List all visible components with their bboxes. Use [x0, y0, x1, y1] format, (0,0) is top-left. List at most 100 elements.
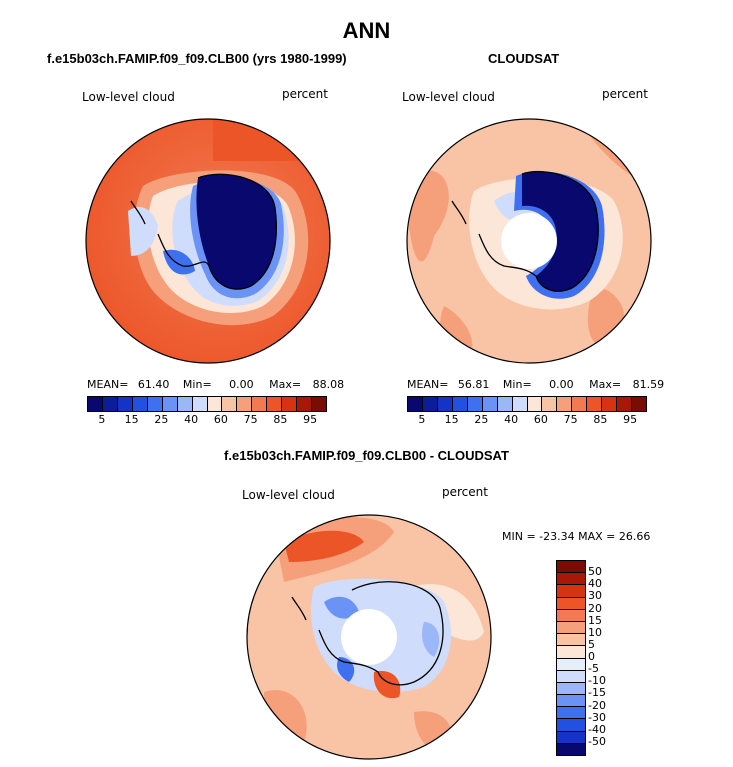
panel2-title: CLOUDSAT	[488, 51, 560, 66]
panel3-units-label: percent	[442, 485, 488, 499]
colorbar-tick-label: 95	[623, 413, 638, 426]
colorbar-swatch	[617, 397, 633, 411]
panel3-map	[246, 514, 492, 760]
colorbar-swatch	[557, 646, 585, 659]
panel2-min-value: 0.00	[549, 378, 574, 391]
colorbar-swatch	[557, 573, 585, 586]
colorbar-tick-label: 40	[588, 577, 602, 591]
colorbar-swatch	[512, 397, 528, 411]
colorbar-tick-label: 75	[563, 413, 578, 426]
colorbar-tick-label: 25	[154, 413, 169, 426]
panel2-map	[406, 118, 652, 364]
panel3-variable-label: Low-level cloud	[242, 488, 335, 502]
colorbar-swatch	[557, 707, 585, 720]
colorbar-tick-label: 75	[243, 413, 258, 426]
colorbar-swatch	[482, 397, 498, 411]
panel2-colorbar	[407, 396, 647, 412]
colorbar-swatch	[177, 397, 193, 411]
colorbar-swatch	[557, 561, 585, 574]
colorbar-tick-label: 25	[474, 413, 489, 426]
colorbar-swatch	[237, 397, 253, 411]
colorbar-swatch	[557, 743, 585, 755]
colorbar-swatch	[587, 397, 603, 411]
colorbar-tick-label: 60	[213, 413, 228, 426]
panel1-stats: MEAN= 61.40 Min= 0.00 Max= 88.08	[87, 378, 344, 391]
colorbar-swatch	[557, 719, 585, 732]
colorbar-swatch	[557, 597, 585, 610]
colorbar-swatch	[467, 397, 483, 411]
colorbar-swatch	[422, 397, 438, 411]
colorbar-tick-label: 15	[588, 613, 602, 627]
colorbar-tick-label: 15	[124, 413, 139, 426]
colorbar-swatch	[117, 397, 133, 411]
colorbar-swatch	[557, 731, 585, 744]
colorbar-swatch	[312, 397, 326, 411]
colorbar-tick-label: 40	[184, 413, 199, 426]
colorbar-swatch	[557, 609, 585, 622]
colorbar-tick-label: 15	[444, 413, 459, 426]
colorbar-swatch	[557, 634, 585, 647]
panel3-stats: MIN = -23.34 MAX = 26.66	[502, 530, 651, 543]
panel3-title: f.e15b03ch.FAMIP.f09_f09.CLB00 - CLOUDSA…	[224, 448, 509, 463]
panel2-stats: MEAN= 56.81 Min= 0.00 Max= 81.59	[407, 378, 664, 391]
panel1-max-value: 88.08	[312, 378, 345, 391]
colorbar-swatch	[557, 682, 585, 696]
colorbar-swatch	[147, 397, 163, 411]
colorbar-tick-label: 5	[418, 413, 426, 426]
panel1-colorbar	[87, 396, 327, 412]
colorbar-tick-label: 5	[98, 413, 106, 426]
colorbar-swatch	[632, 397, 646, 411]
colorbar-tick-label: -50	[588, 734, 606, 748]
panel1-colorbar-ticks: 5 15 25 40 60 75 85 95	[87, 413, 325, 427]
colorbar-swatch	[452, 397, 468, 411]
colorbar-tick-label: 85	[273, 413, 288, 426]
colorbar-tick-label: 95	[303, 413, 318, 426]
colorbar-swatch	[557, 585, 585, 598]
panel1-map	[85, 118, 331, 364]
panel1-title: f.e15b03ch.FAMIP.f09_f09.CLB00 (yrs 1980…	[47, 51, 347, 66]
colorbar-tick-label: -40	[588, 722, 606, 736]
panel2-colorbar-ticks: 5 15 25 40 60 75 85 95	[407, 413, 645, 427]
panel1-min-label: Min=	[182, 378, 212, 391]
panel1-max-label: Max=	[269, 378, 302, 391]
colorbar-swatch	[102, 397, 118, 411]
figure-title: ANN	[342, 18, 391, 43]
panel2-mean-value: 56.81	[457, 378, 490, 391]
panel3-colorbar-ticks: 50 40 30 20 15 10 5 0 -5 -10 -15 -20 -30 -40 -50	[588, 560, 628, 754]
panel3-colorbar	[556, 560, 586, 756]
panel2-mean-label: MEAN=	[407, 378, 449, 391]
colorbar-swatch	[557, 621, 585, 635]
panel2-units-label: percent	[602, 87, 648, 101]
colorbar-swatch	[408, 397, 423, 411]
colorbar-swatch	[557, 658, 585, 671]
colorbar-swatch	[88, 397, 103, 411]
colorbar-swatch	[132, 397, 148, 411]
colorbar-tick-label: 50	[588, 565, 602, 579]
colorbar-swatch	[527, 397, 543, 411]
colorbar-tick-label: -20	[588, 698, 606, 712]
colorbar-swatch	[497, 397, 513, 411]
colorbar-tick-label: 40	[504, 413, 519, 426]
colorbar-tick-label: -10	[588, 674, 606, 688]
colorbar-tick-label: 85	[593, 413, 608, 426]
colorbar-swatch	[572, 397, 588, 411]
colorbar-swatch	[542, 397, 558, 411]
colorbar-swatch	[267, 397, 283, 411]
colorbar-tick-label: -30	[588, 710, 606, 724]
panel1-min-value: 0.00	[229, 378, 254, 391]
colorbar-swatch	[557, 397, 573, 411]
panel2-variable-label: Low-level cloud	[402, 90, 495, 104]
colorbar-swatch	[602, 397, 618, 411]
colorbar-tick-label: 30	[588, 589, 602, 603]
colorbar-tick-label: 0	[588, 650, 595, 663]
colorbar-swatch	[297, 397, 313, 411]
colorbar-tick-label: 20	[588, 601, 602, 615]
panel1-mean-value: 61.40	[137, 378, 170, 391]
colorbar-swatch	[222, 397, 238, 411]
colorbar-swatch	[252, 397, 268, 411]
colorbar-swatch	[557, 670, 585, 683]
colorbar-swatch	[437, 397, 453, 411]
panel1-units-label: percent	[282, 87, 328, 101]
colorbar-tick-label: -15	[588, 686, 606, 700]
panel1-mean-label: MEAN=	[87, 378, 129, 391]
